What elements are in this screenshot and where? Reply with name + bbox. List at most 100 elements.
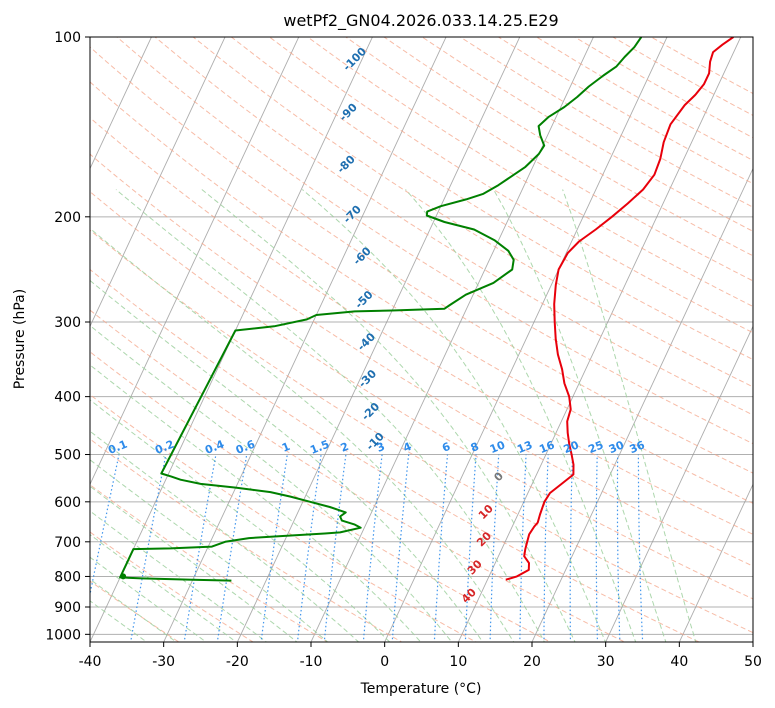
y-tick-label: 100 [54,30,81,46]
isotherm--20 [236,37,521,642]
dry-adiabat--10 [90,484,329,642]
dry-adiabat-130 [192,37,753,388]
y-tick-label: 900 [54,600,81,616]
mixing-ratio-label: 10 [488,438,507,456]
mixing-ratio-label: 13 [515,438,534,456]
isotherm--10 [310,37,594,642]
y-tick-label: 200 [54,210,81,226]
mixing-ratio-line-9 [433,454,449,642]
x-axis-ticks: -40 -30 -20 -10 0 10 20 30 40 50 [79,642,762,670]
mixing-ratio-label: 3 [375,440,387,455]
mixing-ratio-line-10 [464,454,477,642]
dry-adiabat-140 [230,37,753,361]
x-tick-label: -30 [152,654,175,670]
mixing-ratio-line-1 [129,454,167,642]
isotherm--50 [90,37,300,486]
x-tick-label: 30 [597,654,615,670]
dry-adiabat-110 [116,37,753,445]
mixing-ratio-line-17 [637,454,644,642]
mixing-ratio-line-12 [519,454,527,642]
y-tick-label: 700 [54,535,81,551]
moist-adiabat-lines [90,189,697,642]
dewpoint-marker [120,573,127,580]
x-axis-label: Temperature (°C) [360,681,482,697]
mixing-ratio-lines [90,454,644,642]
y-tick-label: 500 [54,448,81,464]
mixing-ratio-label: 36 [628,438,647,456]
dry-adiabat-70 [90,153,753,567]
x-tick-label: 10 [449,654,467,670]
moist-adiabat--20 [90,556,207,642]
y-tick-label: 400 [54,390,81,406]
dry-adiabat-10 [90,394,478,642]
plot-frame [89,36,754,643]
dry-adiabat-lines [90,37,753,642]
moist-adiabat-32 [301,189,606,642]
mixing-ratio-line-7 [362,454,383,642]
mixing-ratio-label: 16 [537,438,556,456]
y-axis-label: Pressure (hPa) [12,289,28,389]
isotherm-lines [90,37,753,642]
mixing-ratio-label: 25 [586,438,605,456]
isotherm--60 [90,37,226,328]
isotherm-20 [531,167,753,642]
mixing-ratio-line-14 [569,454,574,642]
mixing-ratio-line-6 [323,454,347,642]
y-tick-label: 600 [54,495,81,511]
chart-title: wetPf2_GN04.2026.033.14.25.E29 [283,11,558,31]
mixing-ratio-label: 20 [562,438,581,456]
mixing-ratio-label: 30 [607,438,626,456]
y-axis-ticks: 100 200 300 400 500 600 700 800 900 1000 [45,30,90,643]
moist-adiabat--12 [90,510,268,642]
dry-adiabat-150 [268,37,753,334]
mixing-ratio-line-2 [183,454,217,642]
moist-adiabat--8 [90,485,298,642]
moist-adiabat--4 [90,459,329,642]
isotherm-10 [457,37,742,642]
mixing-ratio-line-3 [216,454,248,642]
mixing-ratio-line-8 [391,454,410,642]
x-tick-label: 20 [523,654,541,670]
sounding-traces [119,37,734,582]
mixing-ratio-line-16 [616,454,621,642]
isotherm-30 [605,325,753,642]
dry-adiabat-30 [90,309,626,642]
mixing-ratio-line-4 [260,454,288,642]
x-tick-label: -10 [300,654,323,670]
moist-adiabat-44 [562,189,697,642]
moist-adiabat--24 [90,578,178,642]
mixing-ratio-line-11 [489,454,500,642]
isotherm--30 [163,37,447,642]
moist-adiabat-8 [90,364,422,642]
isotherm-0 [384,37,668,642]
moist-adiabat-40 [493,189,667,642]
mixing-ratio-label: 2 [339,440,351,455]
isotherm-40 [678,483,753,642]
x-tick-label: 50 [744,654,762,670]
mixing-ratio-line-0 [90,454,120,598]
dry-adiabat-120 [154,37,753,416]
mixing-ratio-line-5 [296,454,322,642]
mixing-ratio-label: 1 [280,440,292,455]
dry-adiabat--20 [90,531,255,642]
x-tick-label: -40 [79,654,102,670]
x-tick-label: 40 [670,654,688,670]
moist-adiabat--28 [90,600,148,642]
dry-adiabat-160 [306,37,753,308]
moist-adiabat-24 [115,189,545,642]
dewpoint-trace [119,37,643,582]
moist-adiabat-12 [90,324,453,642]
y-tick-label: 800 [54,569,81,585]
moist-adiabat-0 [90,430,360,642]
dry-adiabat-90 [90,81,753,504]
y-tick-label: 300 [54,315,81,331]
x-tick-label: 0 [380,654,389,670]
moist-adiabat--16 [90,533,237,642]
temperature-trace [505,37,734,581]
x-tick-label: -20 [226,654,249,670]
mixing-ratio-label: 8 [469,440,481,455]
mixing-ratio-line-13 [543,454,549,642]
y-tick-label: 1000 [45,627,81,643]
